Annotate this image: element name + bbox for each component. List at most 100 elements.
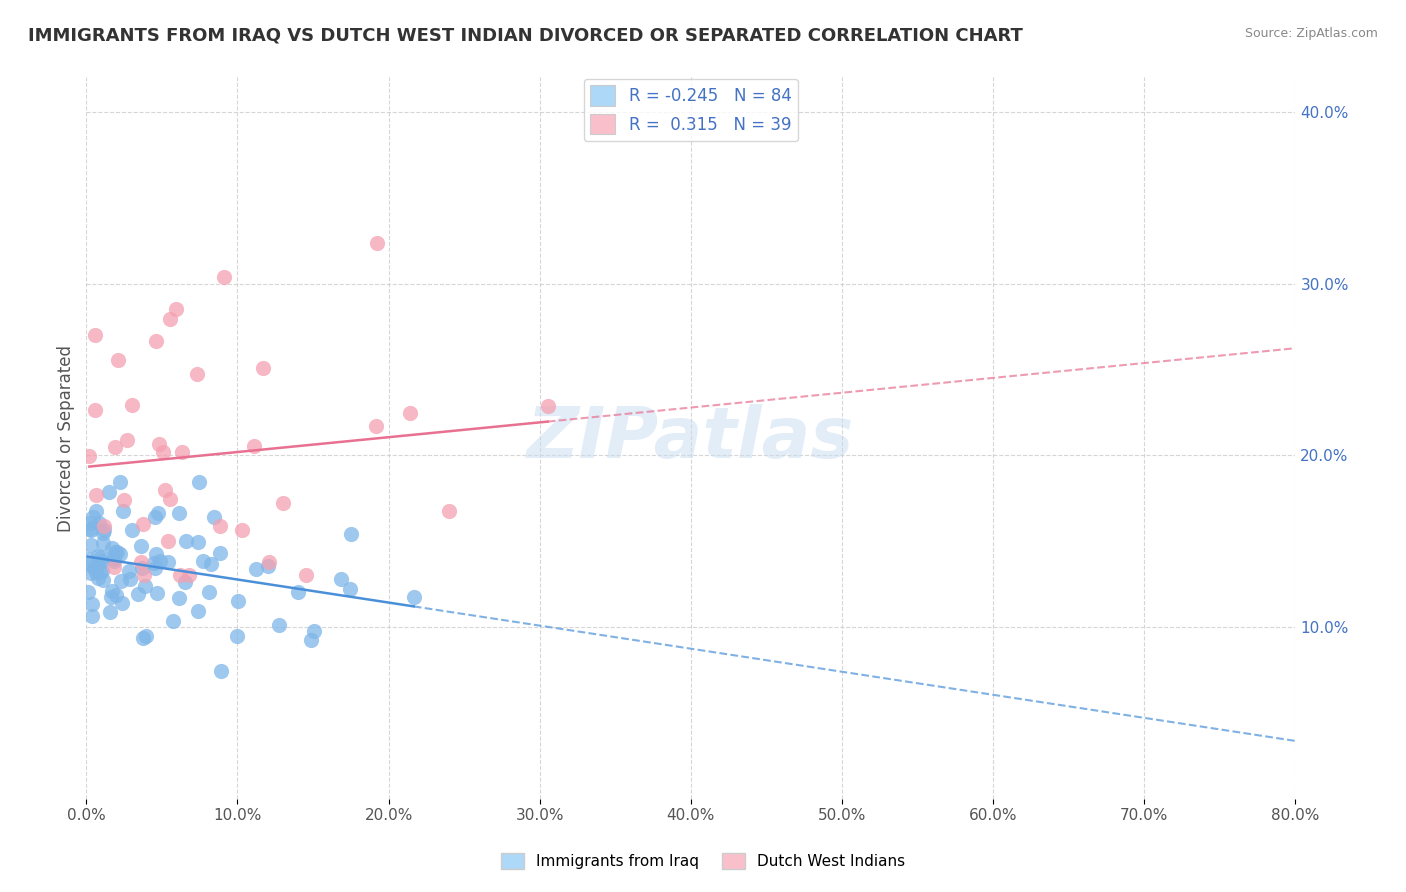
Point: [90, 554, 112, 568]
Point: [186, 367, 208, 381]
Point: [76, 552, 98, 566]
Point: [101, 541, 124, 556]
Point: [340, 527, 363, 541]
Point: [145, 334, 167, 348]
Point: [146, 506, 169, 520]
Point: [86, 571, 108, 585]
Point: [83, 403, 105, 417]
Point: [91, 535, 114, 549]
Point: [84, 504, 107, 518]
Point: [152, 445, 174, 459]
Point: [103, 551, 125, 566]
Point: [153, 483, 176, 497]
Point: [87, 516, 110, 530]
Point: [84, 565, 107, 579]
Point: [80, 523, 103, 537]
Point: [108, 547, 131, 561]
Point: [82, 597, 104, 611]
Point: [146, 585, 169, 599]
Point: [103, 554, 125, 568]
Point: [131, 516, 153, 531]
Point: [339, 582, 361, 597]
Legend: R = -0.245   N = 84, R =  0.315   N = 39: R = -0.245 N = 84, R = 0.315 N = 39: [583, 78, 799, 141]
Point: [101, 583, 124, 598]
Point: [80, 538, 103, 552]
Point: [108, 475, 131, 489]
Point: [156, 534, 179, 549]
Text: ZIPatlas: ZIPatlas: [527, 403, 855, 473]
Point: [117, 433, 139, 447]
Point: [135, 629, 157, 643]
Point: [159, 311, 181, 326]
Point: [148, 436, 170, 450]
Point: [84, 488, 107, 502]
Point: [399, 406, 422, 420]
Legend: Immigrants from Iraq, Dutch West Indians: Immigrants from Iraq, Dutch West Indians: [495, 847, 911, 875]
Point: [209, 664, 232, 678]
Point: [302, 624, 325, 638]
Point: [79, 523, 101, 537]
Point: [112, 504, 135, 518]
Point: [200, 558, 222, 572]
Point: [208, 546, 231, 560]
Point: [110, 574, 132, 588]
Point: [259, 555, 281, 569]
Point: [157, 555, 180, 569]
Point: [174, 533, 197, 548]
Point: [100, 591, 122, 605]
Point: [143, 556, 166, 570]
Point: [287, 585, 309, 599]
Point: [188, 475, 211, 489]
Point: [212, 270, 235, 285]
Point: [330, 573, 353, 587]
Point: [165, 301, 187, 316]
Point: [87, 549, 110, 563]
Point: [112, 492, 135, 507]
Point: [93, 523, 115, 537]
Point: [80, 566, 103, 580]
Point: [271, 496, 294, 510]
Point: [91, 573, 114, 587]
Point: [256, 559, 278, 574]
Point: [208, 519, 231, 533]
Point: [252, 360, 274, 375]
Point: [437, 504, 460, 518]
Point: [89, 565, 111, 579]
Point: [177, 568, 200, 582]
Point: [159, 491, 181, 506]
Point: [93, 519, 115, 533]
Point: [120, 572, 142, 586]
Point: [82, 510, 104, 524]
Point: [245, 561, 267, 575]
Point: [149, 553, 172, 567]
Point: [82, 608, 104, 623]
Text: Source: ZipAtlas.com: Source: ZipAtlas.com: [1244, 27, 1378, 40]
Point: [79, 516, 101, 530]
Point: [104, 440, 127, 454]
Point: [169, 507, 191, 521]
Point: [91, 525, 114, 540]
Point: [76, 584, 98, 599]
Point: [127, 587, 149, 601]
Point: [231, 524, 253, 538]
Point: [187, 604, 209, 618]
Point: [103, 559, 125, 574]
Point: [162, 614, 184, 628]
Point: [225, 629, 247, 643]
Point: [226, 594, 249, 608]
Point: [77, 558, 100, 572]
Point: [143, 510, 166, 524]
Point: [87, 555, 110, 569]
Point: [174, 575, 197, 590]
Point: [134, 579, 156, 593]
Point: [121, 398, 143, 412]
Point: [197, 585, 219, 599]
Point: [111, 596, 134, 610]
Point: [98, 605, 121, 619]
Point: [105, 588, 128, 602]
Point: [118, 565, 141, 579]
Point: [243, 439, 266, 453]
Point: [90, 549, 112, 564]
Point: [143, 561, 166, 575]
Point: [121, 523, 143, 537]
